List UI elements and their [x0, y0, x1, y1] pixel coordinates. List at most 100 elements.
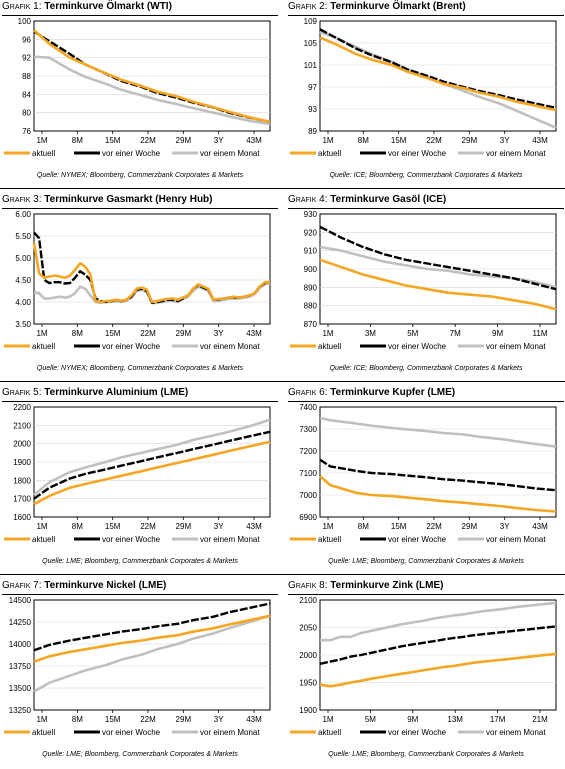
x-tick-label: 29M — [176, 136, 192, 145]
row-divider — [0, 188, 565, 189]
series-aktuell — [33, 614, 271, 663]
chart-number: Grafik 7: — [2, 580, 45, 591]
legend-label: vor einer Woche — [388, 728, 447, 737]
legend-label: aktuell — [318, 149, 341, 158]
legend-label: vor einem Monat — [200, 342, 260, 351]
plot-frame — [33, 213, 271, 325]
y-tick-label: 4.50 — [15, 276, 31, 285]
series-vor-einer-woche — [33, 602, 271, 652]
legend-label: vor einem Monat — [486, 535, 546, 544]
y-tick-label: 89 — [308, 127, 317, 136]
x-tick-label: 29M — [176, 329, 192, 338]
legend-label: vor einem Monat — [200, 149, 260, 158]
chart-panel-6: Grafik 6: Terminkurve Kupfer (LME) 6900 7… — [288, 386, 564, 576]
x-tick-label: 1M — [322, 136, 333, 145]
x-tick-label: 1M — [322, 522, 333, 531]
legend-label: vor einem Monat — [200, 728, 260, 737]
line-chart: 6900 7000 7100 7200 7300 7400 1M 8M 15M 22M 29M 3Y 4… — [290, 403, 557, 544]
x-tick-label: 15M — [105, 715, 121, 724]
x-tick-label: 1M — [322, 329, 333, 338]
y-tick-label: 7100 — [299, 469, 317, 478]
x-tick-label: 22M — [426, 522, 442, 531]
y-tick-label: 7000 — [299, 491, 317, 500]
chart-name: Terminkurve Gasmarkt (Henry Hub) — [44, 194, 213, 205]
chart-number: Grafik 4: — [288, 194, 331, 205]
line-chart: 76 80 84 88 92 96 100 1M 8M 15M 22M 29M 3Y 43M aktuell… — [4, 17, 271, 158]
y-tick-label: 101 — [304, 61, 318, 70]
chart-panel-4: Grafik 4: Terminkurve Gasöl (ICE) 870 880… — [288, 193, 564, 383]
legend-label: aktuell — [32, 535, 55, 544]
x-tick-label: 3Y — [214, 522, 224, 531]
y-tick-label: 105 — [304, 39, 318, 48]
y-tick-label: 890 — [304, 283, 318, 292]
y-tick-label: 92 — [22, 54, 31, 63]
row-divider — [0, 574, 565, 575]
x-tick-label: 8M — [72, 136, 83, 145]
y-tick-label: 1900 — [299, 706, 317, 715]
x-tick-label: 17M — [490, 715, 506, 724]
chart-title: Grafik 6: Terminkurve Kupfer (LME) — [288, 386, 564, 402]
x-tick-label: 3Y — [500, 522, 510, 531]
y-tick-label: 97 — [308, 83, 317, 92]
line-chart: 1600 1700 1800 1900 2000 2100 2200 1M 8M 15M 22M 29… — [4, 403, 271, 544]
plot-frame — [319, 406, 557, 518]
y-tick-label: 1900 — [13, 458, 31, 467]
y-tick-label: 2200 — [13, 403, 31, 412]
x-tick-label: 43M — [246, 136, 262, 145]
y-tick-label: 84 — [22, 90, 31, 99]
chart-title: Grafik 3: Terminkurve Gasmarkt (Henry Hu… — [2, 193, 278, 209]
legend-label: aktuell — [318, 342, 341, 351]
chart-title: Grafik 7: Terminkurve Nickel (LME) — [2, 579, 278, 595]
x-tick-label: 3Y — [214, 136, 224, 145]
y-tick-label: 1950 — [299, 679, 317, 688]
x-tick-label: 1M — [36, 329, 47, 338]
x-tick-label: 43M — [246, 715, 262, 724]
x-tick-label: 5M — [407, 329, 418, 338]
legend-label: vor einer Woche — [388, 535, 447, 544]
chart-name: Terminkurve Ölmarkt (WTI) — [44, 1, 172, 12]
y-tick-label: 930 — [304, 210, 318, 219]
chart-name: Terminkurve Aluminium (LME) — [44, 387, 189, 398]
x-tick-label: 3Y — [214, 329, 224, 338]
x-tick-label: 43M — [532, 136, 548, 145]
line-chart: 13250 13500 13750 14000 14250 14500 1M 8M 15M 22M… — [4, 596, 271, 737]
y-tick-label: 2000 — [299, 651, 317, 660]
chart-number: Grafik 6: — [288, 387, 331, 398]
y-tick-label: 80 — [22, 109, 31, 118]
y-tick-label: 920 — [304, 228, 318, 237]
x-tick-label: 43M — [532, 522, 548, 531]
legend-label: aktuell — [32, 149, 55, 158]
x-tick-label: 29M — [462, 522, 478, 531]
legend-label: aktuell — [318, 728, 341, 737]
chart-panel-1: Grafik 1: Terminkurve Ölmarkt (WTI) 76 80… — [2, 0, 278, 190]
legend-label: aktuell — [318, 535, 341, 544]
x-tick-label: 22M — [426, 136, 442, 145]
legend-label: vor einem Monat — [486, 149, 546, 158]
series-aktuell — [33, 440, 271, 506]
x-tick-label: 1M — [36, 522, 47, 531]
line-chart: 870 880 890 900 910 920 930 1M 3M 5M 7M 9M 11M aktuel… — [290, 210, 557, 351]
series-vor-einer-woche — [319, 458, 557, 492]
series-aktuell — [33, 29, 271, 124]
chart-name: Terminkurve Zink (LME) — [330, 580, 444, 591]
series-vor-einer-woche — [319, 28, 557, 110]
series-vor-einer-woche — [33, 430, 271, 500]
series-vor-einem-monat — [319, 416, 557, 448]
legend-label: vor einer Woche — [102, 342, 161, 351]
y-tick-label: 7200 — [299, 447, 317, 456]
x-tick-label: 43M — [246, 329, 262, 338]
x-tick-label: 8M — [358, 136, 369, 145]
y-tick-label: 870 — [304, 320, 318, 329]
series-vor-einem-monat — [319, 30, 557, 129]
x-tick-label: 15M — [391, 522, 407, 531]
line-chart: 89 93 97 101 105 109 1M 8M 15M 22M 29M 3Y 43M aktuell… — [290, 17, 557, 158]
x-tick-label: 11M — [533, 329, 548, 338]
chart-title: Grafik 8: Terminkurve Zink (LME) — [288, 579, 564, 595]
y-tick-label: 6.00 — [15, 210, 31, 219]
y-tick-label: 4.00 — [15, 298, 31, 307]
y-tick-label: 14500 — [9, 596, 32, 605]
source-note: Quelle: LME; Bloomberg, Commerzbank Corp… — [328, 751, 524, 758]
y-tick-label: 2050 — [299, 624, 317, 633]
series-aktuell — [319, 258, 557, 311]
legend-label: aktuell — [32, 728, 55, 737]
